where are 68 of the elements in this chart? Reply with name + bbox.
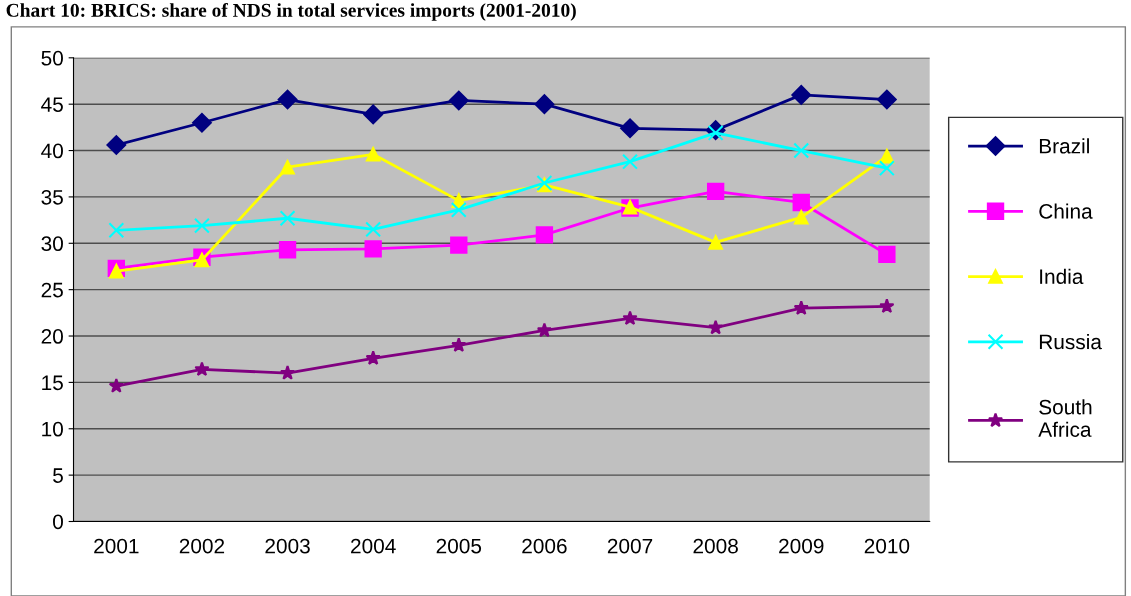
chart-title: Chart 10: BRICS: share of NDS in total services imports (2001-2010) [6, 2, 576, 21]
point [193, 217, 210, 234]
point [279, 210, 296, 227]
point [876, 89, 897, 110]
point [879, 298, 895, 314]
x-tick-label: 2005 [436, 538, 482, 554]
point [793, 142, 810, 159]
y-tick-label: 35 [41, 189, 63, 205]
point [108, 378, 124, 393]
point [450, 236, 468, 254]
legend-label: South Africa [1038, 399, 1092, 437]
point [365, 221, 382, 238]
point [708, 319, 724, 335]
point [620, 118, 640, 139]
point [534, 94, 555, 115]
point [878, 245, 896, 264]
y-tick-label: 45 [41, 97, 63, 112]
y-tick-label: 15 [42, 375, 63, 391]
point [363, 104, 384, 125]
point [365, 350, 381, 365]
point [879, 148, 895, 164]
point [278, 241, 297, 259]
point [194, 252, 210, 268]
point [793, 300, 809, 315]
y-tick-label: 5 [53, 468, 63, 483]
y-tick-label: 10 [42, 421, 63, 437]
point [791, 85, 812, 105]
point [451, 337, 467, 352]
point [622, 153, 639, 170]
x-tick-label: 2009 [779, 538, 824, 554]
legend-label: China [1039, 203, 1093, 219]
x-tick-label: 2004 [351, 538, 396, 554]
y-tick-label: 0 [53, 514, 63, 530]
x-tick-label: 2002 [179, 538, 225, 554]
point [448, 90, 469, 111]
point [450, 201, 467, 218]
point [706, 182, 725, 201]
x-tick-label: 2008 [693, 538, 738, 554]
point [106, 135, 127, 155]
point [535, 226, 554, 244]
legend-label: Russia [1039, 333, 1102, 350]
point [793, 210, 809, 225]
point [277, 89, 298, 110]
x-tick-label: 2006 [522, 538, 567, 554]
point [280, 159, 295, 175]
point [194, 361, 210, 377]
y-tick-label: 20 [41, 329, 63, 344]
point [878, 160, 895, 177]
point [708, 235, 723, 250]
point [192, 112, 212, 133]
y-tick-label: 30 [41, 236, 63, 252]
legend-label: Brazil [1039, 138, 1089, 154]
y-tick-label: 40 [41, 143, 63, 159]
x-tick-label: 2003 [265, 538, 310, 554]
x-tick-label: 2010 [864, 538, 910, 554]
point [279, 365, 296, 380]
point [364, 240, 382, 258]
point [792, 193, 810, 212]
point [536, 322, 553, 338]
point [365, 146, 381, 162]
point [109, 263, 124, 279]
y-tick-label: 50 [41, 50, 63, 66]
x-tick-label: 2007 [607, 538, 653, 554]
legend-label: India [1040, 268, 1084, 285]
y-tick-label: 25 [41, 282, 63, 298]
point [622, 310, 638, 326]
point [108, 222, 125, 239]
x-tick-label: 2001 [94, 538, 139, 554]
